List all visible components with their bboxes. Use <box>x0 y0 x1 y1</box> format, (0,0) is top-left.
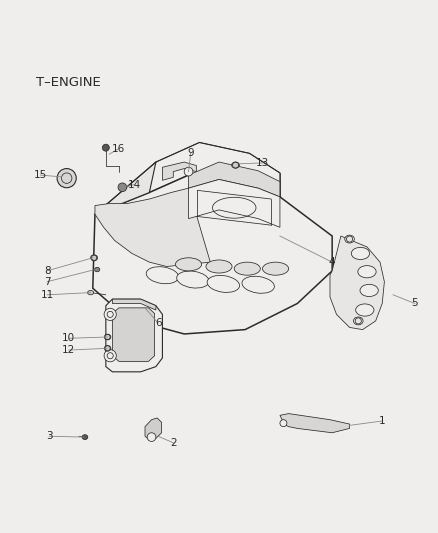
Text: T–ENGINE: T–ENGINE <box>36 76 101 89</box>
Text: 13: 13 <box>256 158 269 168</box>
Text: 8: 8 <box>44 266 50 276</box>
Polygon shape <box>113 308 155 361</box>
Ellipse shape <box>82 435 88 440</box>
Ellipse shape <box>351 247 370 260</box>
Polygon shape <box>330 236 385 329</box>
Ellipse shape <box>234 262 260 275</box>
Ellipse shape <box>353 317 363 325</box>
Text: 6: 6 <box>155 318 161 328</box>
Circle shape <box>104 350 116 362</box>
Polygon shape <box>95 162 156 214</box>
Text: 16: 16 <box>111 144 125 154</box>
Circle shape <box>280 419 287 426</box>
Polygon shape <box>106 299 162 372</box>
Ellipse shape <box>104 345 111 351</box>
Text: 11: 11 <box>40 290 54 300</box>
Text: 7: 7 <box>44 277 50 287</box>
Text: 10: 10 <box>62 333 75 343</box>
Text: 2: 2 <box>170 438 177 448</box>
Circle shape <box>102 144 110 151</box>
Ellipse shape <box>95 268 100 272</box>
Text: 5: 5 <box>412 298 418 309</box>
Ellipse shape <box>356 304 374 316</box>
Polygon shape <box>280 414 350 433</box>
Polygon shape <box>149 142 280 197</box>
Polygon shape <box>162 162 196 180</box>
Circle shape <box>57 168 76 188</box>
Polygon shape <box>93 175 332 334</box>
Polygon shape <box>188 162 280 197</box>
Text: 1: 1 <box>379 416 385 426</box>
Polygon shape <box>145 418 162 440</box>
Ellipse shape <box>207 276 240 293</box>
Ellipse shape <box>232 162 240 168</box>
Ellipse shape <box>262 262 289 275</box>
Circle shape <box>118 183 127 192</box>
Ellipse shape <box>177 271 209 288</box>
Ellipse shape <box>345 235 354 243</box>
Ellipse shape <box>206 260 232 273</box>
Ellipse shape <box>242 276 274 293</box>
Circle shape <box>147 433 156 441</box>
Ellipse shape <box>176 258 201 271</box>
Text: 12: 12 <box>62 345 75 355</box>
Polygon shape <box>113 299 156 310</box>
Text: 14: 14 <box>127 180 141 190</box>
Text: 15: 15 <box>34 170 47 180</box>
Ellipse shape <box>358 265 376 278</box>
Ellipse shape <box>91 255 98 261</box>
Ellipse shape <box>104 334 111 340</box>
Text: 4: 4 <box>329 257 336 267</box>
Polygon shape <box>95 188 210 266</box>
Circle shape <box>104 308 116 320</box>
Text: 3: 3 <box>46 431 53 441</box>
Ellipse shape <box>360 284 378 296</box>
Ellipse shape <box>146 266 179 284</box>
Polygon shape <box>188 180 280 228</box>
Text: 9: 9 <box>187 148 194 158</box>
Ellipse shape <box>88 290 94 295</box>
Circle shape <box>184 167 193 176</box>
